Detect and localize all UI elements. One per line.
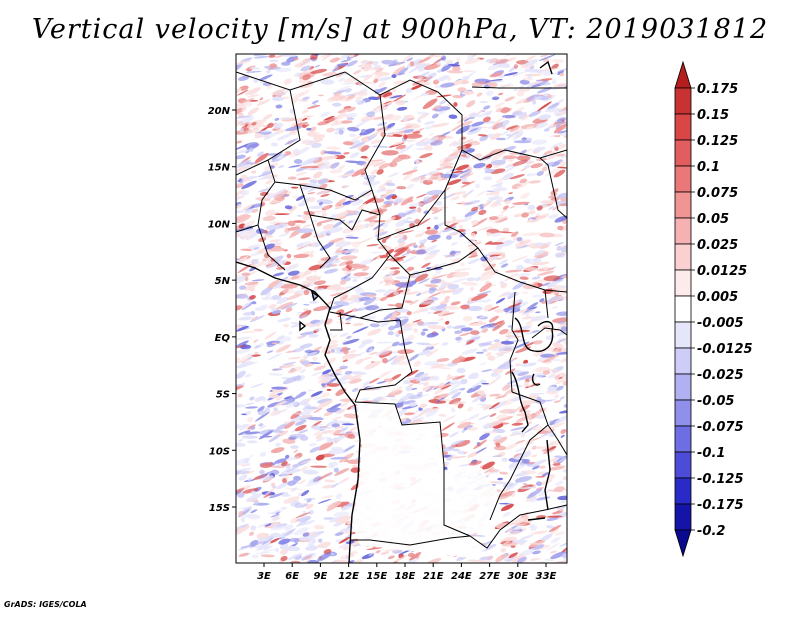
y-tick-label: 20N — [208, 106, 231, 117]
x-tick-label: 6E — [285, 571, 299, 582]
colorbar-label: -0.075 — [697, 420, 744, 435]
colorbar-swatch — [674, 165, 692, 193]
colorbar-swatch — [674, 217, 692, 245]
x-tick-label: 15E — [366, 571, 387, 582]
colorbar-label: 0.05 — [697, 212, 729, 227]
colorbar-swatch — [674, 373, 692, 401]
colorbar-swatch — [674, 243, 692, 271]
colorbar-swatch — [674, 60, 692, 89]
x-tick-label: 30E — [507, 571, 528, 582]
colorbar-label: -0.2 — [697, 524, 725, 539]
colorbar: 0.175 0.15 0.125 0.1 0.075 0.05 0.025 0.0125 0.0… — [674, 60, 753, 558]
x-tick-label: 12E — [338, 571, 359, 582]
colorbar-label: -0.1 — [697, 446, 725, 461]
colorbar-label: 0.075 — [697, 186, 738, 201]
x-tick-label: 24E — [451, 571, 472, 582]
y-tick-label: 15S — [209, 503, 230, 514]
map-title: Vertical velocity [m/s] at 900hPa, VT: 2… — [31, 14, 769, 45]
colorbar-swatch — [674, 139, 692, 167]
colorbar-swatch — [674, 477, 692, 505]
colorbar-label: -0.05 — [697, 394, 734, 409]
y-tick-label: 10N — [208, 219, 231, 230]
colorbar-label: 0.005 — [697, 290, 738, 305]
colorbar-label: 0.0125 — [697, 264, 747, 279]
x-tick-label: 27E — [479, 571, 500, 582]
colorbar-label: -0.0125 — [697, 342, 753, 357]
colorbar-label: 0.1 — [697, 160, 720, 175]
y-tick-label: 15N — [208, 163, 231, 174]
coastlines — [236, 60, 554, 563]
colorbar-label: 0.15 — [697, 108, 729, 123]
y-tick-label: 5N — [215, 276, 231, 287]
x-tick-label: 33E — [536, 571, 557, 582]
colorbar-swatch — [674, 529, 692, 558]
colorbar-swatch — [674, 503, 692, 531]
x-tick-label: 9E — [314, 571, 328, 582]
y-tick-label: 5S — [216, 390, 230, 401]
colorbar-label: -0.025 — [697, 368, 744, 383]
y-axis: 20N 15N 10N 5N EQ 5S 10S 15S — [208, 106, 236, 514]
country-borders — [236, 71, 567, 549]
colorbar-label: 0.125 — [697, 134, 738, 149]
colorbar-swatch — [674, 269, 692, 297]
colorbar-swatch — [674, 113, 692, 141]
colorbar-label: -0.125 — [697, 472, 744, 487]
colorbar-swatch — [674, 321, 692, 349]
colorbar-label: 0.175 — [697, 82, 738, 97]
x-tick-label: 18E — [395, 571, 416, 582]
colorbar-swatch — [674, 399, 692, 427]
colorbar-label: -0.175 — [697, 498, 744, 513]
map-panel — [235, 53, 568, 564]
footer-credit: GrADS: IGES/COLA — [4, 600, 87, 609]
colorbar-label: -0.005 — [697, 316, 744, 331]
colorbar-swatch — [674, 87, 692, 115]
colorbar-swatch — [674, 451, 692, 479]
colorbar-swatch — [674, 191, 692, 219]
y-tick-label: 10S — [209, 446, 230, 457]
colorbar-label: 0.025 — [697, 238, 738, 253]
calm-regions — [352, 402, 500, 558]
x-tick-label: 21E — [423, 571, 444, 582]
colorbar-swatch — [674, 425, 692, 453]
colorbar-swatch — [674, 295, 692, 323]
x-axis: 3E 6E 9E 12E 15E 18E 21E 24E 27E 30E 33E — [257, 563, 557, 582]
x-tick-label: 3E — [257, 571, 271, 582]
colorbar-swatch — [674, 347, 692, 375]
y-tick-label: EQ — [215, 333, 231, 344]
